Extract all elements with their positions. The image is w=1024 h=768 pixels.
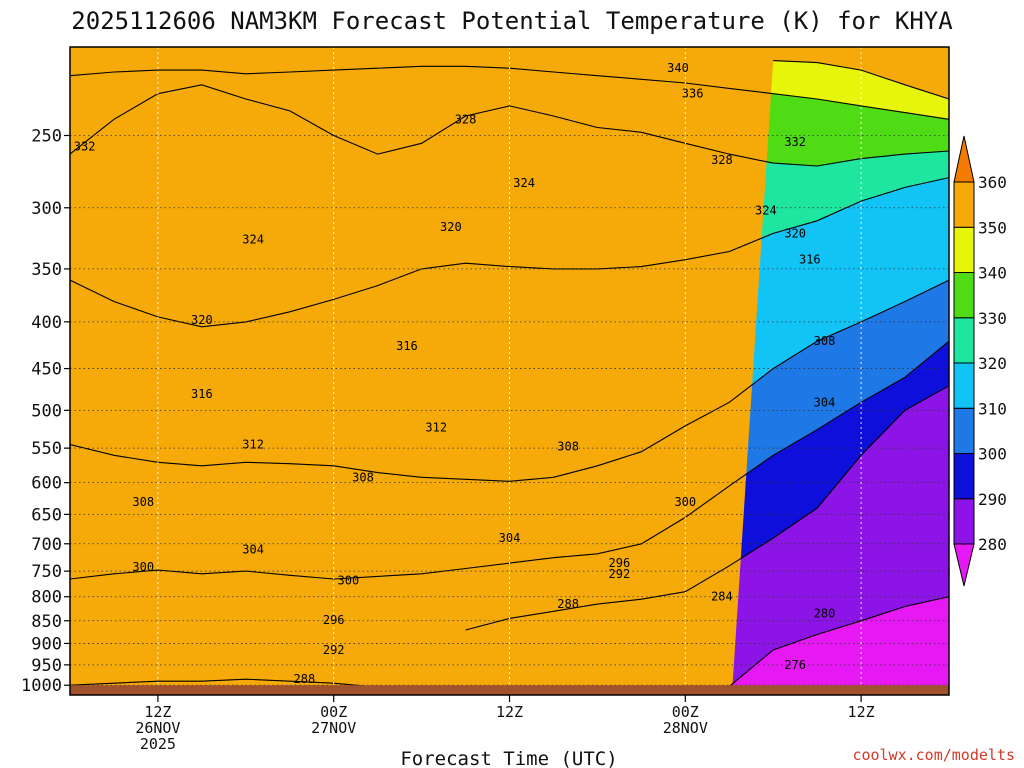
ytick-label-800: 800 (31, 588, 62, 608)
colorbar-label-320: 320 (978, 354, 1007, 373)
xtick-label-30-0: 12Z (496, 703, 523, 721)
colorbar-band-280 (953, 498, 975, 545)
ytick-label-500: 500 (31, 401, 62, 421)
contour-label-292: 292 (609, 567, 631, 581)
ground-surface (70, 685, 949, 695)
contour-label-276: 276 (784, 658, 806, 672)
colorbar-label-350: 350 (978, 218, 1007, 237)
x-axis-title: Forecast Time (UTC) (400, 748, 617, 768)
contour-label-332: 332 (74, 139, 96, 153)
contour-label-328: 328 (711, 153, 733, 167)
contour-label-300: 300 (674, 495, 696, 509)
colorbar-label-280: 280 (978, 535, 1007, 554)
isentrope-290 (70, 385, 949, 688)
contour-label-300: 300 (132, 560, 154, 574)
contour-label-308: 308 (557, 440, 579, 454)
contour-label-296: 296 (323, 613, 345, 627)
ytick-label-450: 450 (31, 360, 62, 380)
colorbar-top-triangle (953, 135, 975, 183)
band-above-350 (70, 47, 949, 695)
colorbar-label-300: 300 (978, 445, 1007, 464)
contour-label-320: 320 (440, 220, 462, 234)
isentrope-330 (70, 84, 949, 167)
contour-label-320: 320 (191, 313, 213, 327)
contour-label-304: 304 (242, 542, 264, 556)
ytick-label-300: 300 (31, 199, 62, 219)
contour-label-288: 288 (557, 597, 579, 611)
contour-label-328: 328 (455, 112, 477, 126)
contour-label-288: 288 (294, 672, 316, 686)
contour-label-336: 336 (682, 87, 704, 101)
ytick-label-950: 950 (31, 656, 62, 676)
xtick-label-42-0: 00Z (672, 703, 699, 721)
xtick-label-18-0: 00Z (320, 703, 347, 721)
contour-label-308: 308 (352, 470, 374, 484)
colorbar-label-360: 360 (978, 173, 1007, 192)
contour-label-324: 324 (755, 203, 777, 217)
contour-label-324: 324 (242, 233, 264, 247)
isentrope-320 (70, 177, 949, 328)
ytick-label-700: 700 (31, 535, 62, 555)
xtick-label-6-1: 26NOV (135, 719, 180, 737)
contour-label-304: 304 (814, 395, 836, 409)
xtick-label-54-0: 12Z (848, 703, 875, 721)
colorbar-legend: 280 290 300 310 320 330 340 350 360 (953, 135, 1007, 587)
ytick-label-750: 750 (31, 562, 62, 582)
contour-label-308: 308 (132, 495, 154, 509)
colorbar-label-310: 310 (978, 399, 1007, 418)
ytick-label-600: 600 (31, 474, 62, 494)
contour-label-320: 320 (784, 226, 806, 240)
contour-label-308: 308 (814, 334, 836, 348)
gridlines (70, 47, 949, 695)
xtick-label-6-2: 2025 (140, 735, 176, 753)
ytick-label-650: 650 (31, 505, 62, 525)
colorbar-band-290 (953, 453, 975, 500)
contour-label-316: 316 (799, 253, 821, 267)
colorbar-band-330 (953, 272, 975, 319)
xtick-label-42-1: 28NOV (663, 719, 708, 737)
chart-title: 2025112606 NAM3KM Forecast Potential Tem… (71, 7, 953, 35)
colorbar-band-310 (953, 362, 975, 409)
ytick-label-400: 400 (31, 313, 62, 333)
filled-contours (70, 47, 949, 695)
contour-label-316: 316 (396, 339, 418, 353)
contour-label-300: 300 (338, 574, 360, 588)
contour-label-316: 316 (191, 387, 213, 401)
plot-area (70, 47, 949, 695)
isentrope-280 (728, 596, 949, 687)
ytick-label-850: 850 (31, 612, 62, 632)
isentrope-350 (773, 60, 949, 100)
ytick-label-250: 250 (31, 126, 62, 146)
colorbar-band-340 (953, 226, 975, 273)
ytick-label-550: 550 (31, 439, 62, 459)
colorbar-band-350 (953, 181, 975, 228)
ytick-label-350: 350 (31, 260, 62, 280)
ytick-label-900: 900 (31, 634, 62, 654)
pressure-axis: 2503003504004505005506006507007508008509… (21, 126, 70, 696)
colorbar-label-330: 330 (978, 309, 1007, 328)
contour-labels: 340 336 332 332 328 328 324 324 324 320 320 320 316 3… (74, 61, 836, 686)
contour-label-304: 304 (499, 531, 521, 545)
colorbar-label-290: 290 (978, 490, 1007, 509)
xtick-label-6-0: 12Z (144, 703, 171, 721)
contour-label-324: 324 (513, 176, 535, 190)
contour-label-332: 332 (784, 135, 806, 149)
colorbar-bottom-triangle (953, 543, 975, 587)
colorbar-label-340: 340 (978, 264, 1007, 283)
contour-label-312: 312 (425, 420, 447, 434)
ytick-label-1000: 1000 (21, 676, 62, 696)
credit-text: coolwx.com/modelts (852, 746, 1015, 764)
contour-label-280: 280 (814, 607, 836, 621)
colorbar-band-300 (953, 407, 975, 454)
colorbar-band-320 (953, 317, 975, 364)
contour-label-296: 296 (609, 556, 631, 570)
contour-label-312: 312 (242, 438, 264, 452)
xtick-label-18-1: 27NOV (311, 719, 356, 737)
contour-label-284: 284 (711, 590, 733, 604)
isentrope-310 (70, 279, 949, 482)
contour-label-292: 292 (323, 643, 345, 657)
contour-label-340: 340 (667, 61, 689, 75)
